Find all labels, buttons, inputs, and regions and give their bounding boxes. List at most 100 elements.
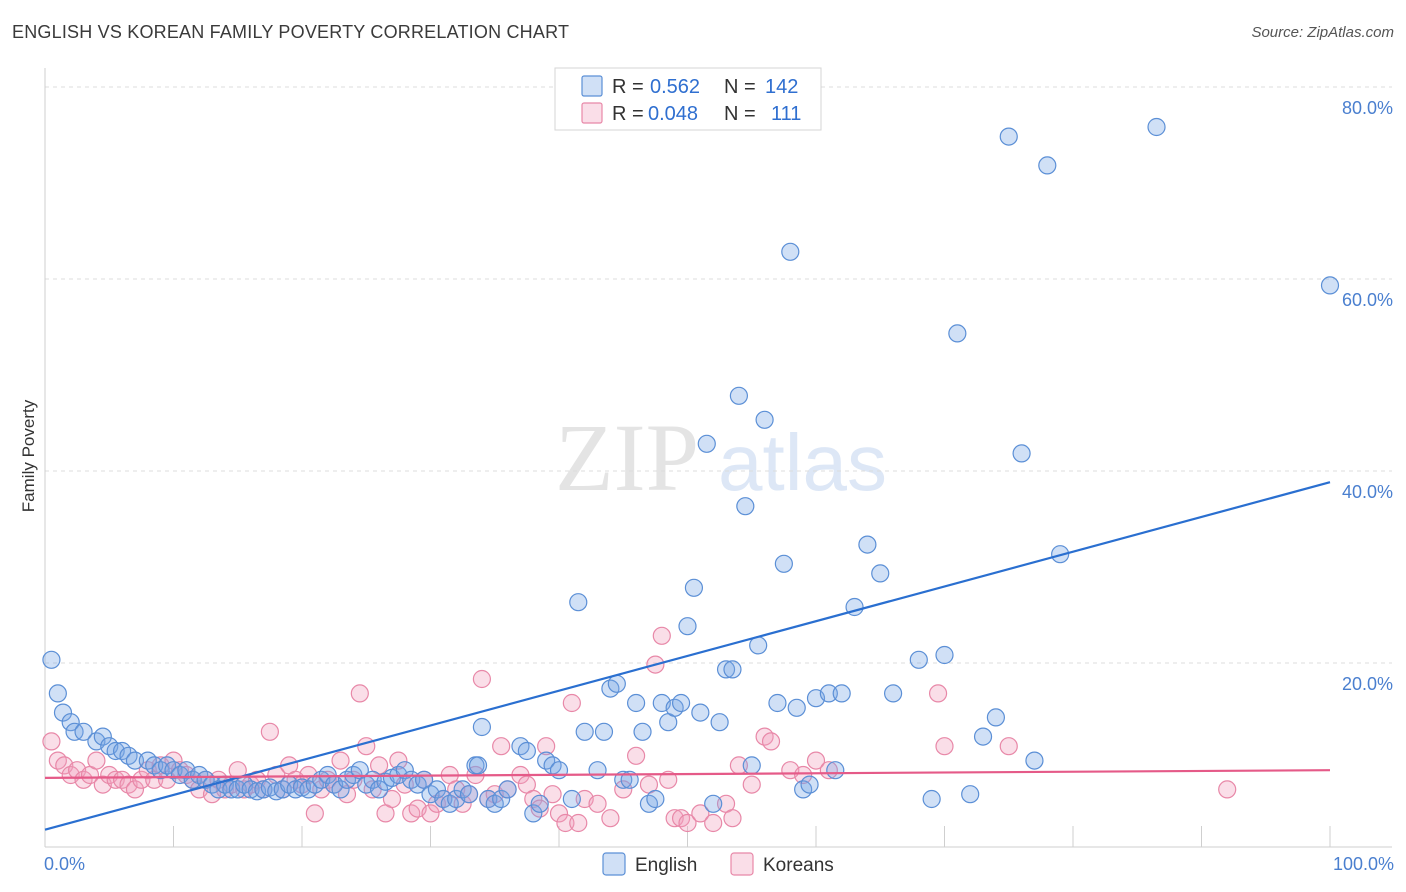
korean-point xyxy=(794,765,813,785)
english-point xyxy=(61,713,80,732)
english-point xyxy=(768,693,787,713)
stats-legend: R = 0.562 N = 142 R = 0.048 N = 111 xyxy=(554,67,822,131)
english-point xyxy=(286,780,305,799)
english-point xyxy=(909,650,928,669)
english-point xyxy=(671,693,691,713)
grid-lines xyxy=(45,86,1392,664)
korean-point xyxy=(260,722,279,741)
korean-point xyxy=(819,761,838,780)
english-point xyxy=(569,593,588,612)
english-point xyxy=(935,645,954,665)
english-point xyxy=(883,684,903,703)
legend-r-value-english: 0.562 xyxy=(650,76,700,98)
english-point xyxy=(459,785,479,804)
english-point xyxy=(800,775,819,794)
korean-point xyxy=(626,746,646,765)
y-tick-label: 20.0% xyxy=(1342,674,1393,694)
trend-lines xyxy=(44,481,1331,831)
english-point xyxy=(524,804,543,823)
english-point xyxy=(427,780,447,799)
english-point xyxy=(562,789,581,809)
x-tick-label: 100.0% xyxy=(1333,854,1394,874)
english-point xyxy=(241,780,260,799)
korean-point xyxy=(549,804,569,823)
english-point xyxy=(684,578,704,597)
english-point xyxy=(697,434,716,453)
english-point xyxy=(1025,751,1044,770)
english-point xyxy=(704,794,723,813)
legend-r-label-korean: R = xyxy=(612,103,644,125)
korean-point xyxy=(652,626,671,645)
korean-point xyxy=(543,785,562,804)
english-point xyxy=(1038,156,1057,175)
english-trend-line xyxy=(44,481,1331,831)
english-point xyxy=(498,780,517,799)
bottom-legend-swatch-english xyxy=(602,852,626,876)
english-point xyxy=(986,708,1006,727)
y-axis-label: Family Poverty xyxy=(19,399,38,512)
korean-point xyxy=(806,751,826,770)
english-point xyxy=(999,127,1018,146)
legend-n-label-korean: N = xyxy=(724,103,756,125)
english-point xyxy=(691,703,710,722)
korean-point xyxy=(678,813,697,833)
watermark-zip: ZIP xyxy=(555,404,699,511)
english-point xyxy=(74,722,93,741)
english-point xyxy=(575,722,594,741)
english-point xyxy=(318,765,337,785)
korean-point xyxy=(472,669,491,689)
legend-n-label-english: N = xyxy=(724,76,756,98)
korean-point xyxy=(562,693,581,713)
english-point xyxy=(588,761,607,780)
korean-point xyxy=(928,684,948,703)
y-tick-label: 60.0% xyxy=(1342,290,1393,310)
korean-point xyxy=(350,684,369,703)
korean-point xyxy=(601,809,620,828)
english-point xyxy=(871,564,890,583)
korean-point xyxy=(742,775,761,794)
watermark-atlas: atlas xyxy=(718,418,887,507)
korean-point xyxy=(659,770,678,789)
english-point xyxy=(961,785,980,804)
y-tick-label: 80.0% xyxy=(1342,98,1393,118)
legend-swatch-english xyxy=(581,75,603,97)
korean-point xyxy=(569,813,588,833)
english-point xyxy=(826,761,845,780)
source-label: Source: ZipAtlas.com xyxy=(1251,24,1394,41)
english-point xyxy=(736,497,755,516)
english-point xyxy=(922,789,941,809)
korean-point xyxy=(999,737,1018,756)
legend-n-value-korean: 111 xyxy=(771,103,801,125)
legend-swatch-korean xyxy=(581,102,603,124)
korean-point xyxy=(421,804,440,823)
bottom-legend-swatch-korean xyxy=(730,852,754,876)
axes xyxy=(44,68,1392,848)
english-point xyxy=(774,554,793,573)
english-point xyxy=(973,727,993,746)
korean-point xyxy=(935,737,954,756)
english-point xyxy=(620,770,639,789)
english-point xyxy=(48,684,67,703)
legend-r-value-korean: 0.048 xyxy=(648,103,698,125)
english-point xyxy=(742,756,761,775)
english-point xyxy=(716,660,736,679)
english-point xyxy=(819,684,838,703)
english-point xyxy=(1012,444,1031,463)
korean-point xyxy=(382,789,402,809)
english-point xyxy=(678,617,697,636)
english-point xyxy=(594,722,614,741)
english-point xyxy=(729,386,749,405)
english-point xyxy=(626,693,646,713)
english-point xyxy=(723,660,742,679)
korean-point xyxy=(723,809,742,828)
english-point xyxy=(331,780,350,799)
english-point xyxy=(530,794,549,813)
chart-title: ENGLISH VS KOREAN FAMILY POVERTY CORRELA… xyxy=(12,22,570,42)
english-point xyxy=(710,713,729,732)
korean-point xyxy=(614,780,633,799)
bottom-legend-label-korean: Koreans xyxy=(763,855,834,876)
english-point xyxy=(633,722,652,741)
korean-point xyxy=(761,732,781,751)
english-point xyxy=(781,242,800,261)
korean-point xyxy=(42,732,61,751)
